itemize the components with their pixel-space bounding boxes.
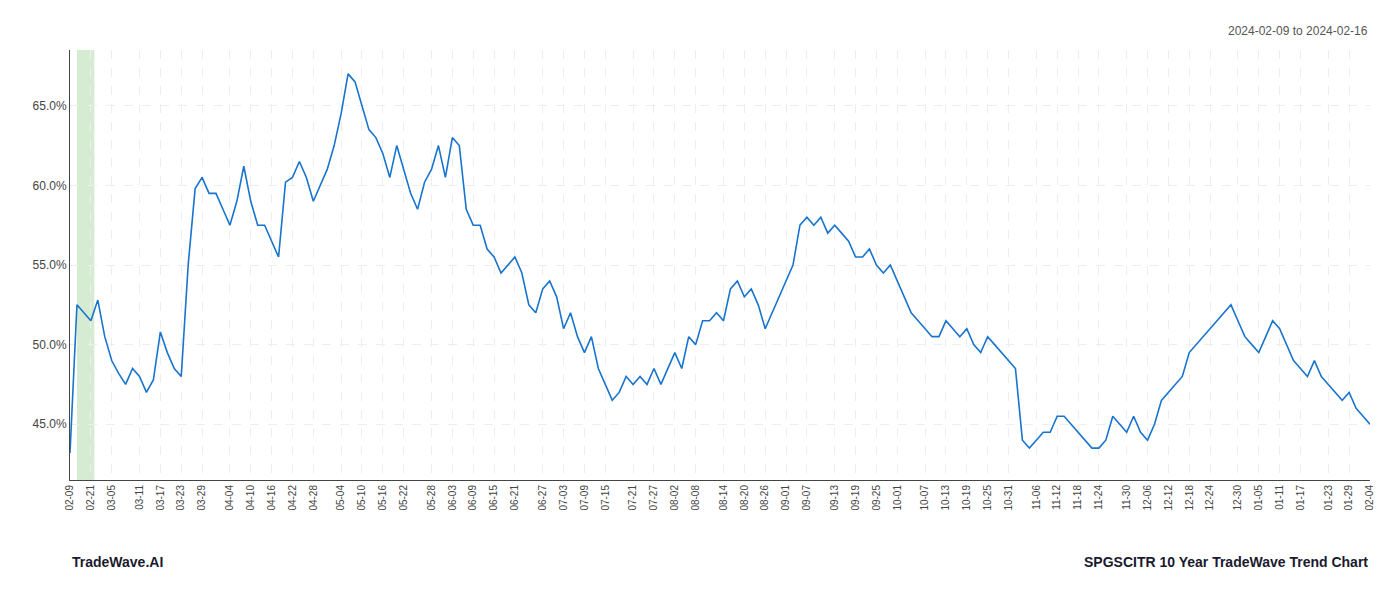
svg-text:01-17: 01-17: [1295, 485, 1306, 511]
svg-text:02-09: 02-09: [64, 485, 75, 511]
svg-text:09-19: 09-19: [850, 485, 861, 511]
svg-text:45.0%: 45.0%: [33, 417, 67, 431]
svg-text:11-24: 11-24: [1093, 485, 1104, 510]
svg-text:SPGSCITR 10 Year TradeWave Tre: SPGSCITR 10 Year TradeWave Trend Chart: [1084, 554, 1368, 570]
svg-text:04-04: 04-04: [224, 485, 235, 511]
svg-text:07-09: 07-09: [579, 485, 590, 511]
svg-text:09-07: 09-07: [801, 485, 812, 511]
svg-text:04-22: 04-22: [287, 485, 298, 511]
svg-text:02-04: 02-04: [1364, 485, 1375, 511]
svg-text:12-12: 12-12: [1163, 485, 1174, 511]
svg-text:10-13: 10-13: [940, 485, 951, 511]
svg-text:04-28: 04-28: [308, 485, 319, 511]
svg-text:06-27: 06-27: [537, 485, 548, 511]
svg-text:2024-02-09 to 2024-02-16: 2024-02-09 to 2024-02-16: [1228, 24, 1368, 38]
svg-text:09-25: 09-25: [871, 485, 882, 511]
svg-text:07-15: 07-15: [600, 485, 611, 511]
svg-text:12-30: 12-30: [1232, 485, 1243, 511]
svg-text:09-01: 09-01: [780, 485, 791, 511]
svg-text:12-06: 12-06: [1142, 485, 1153, 511]
svg-text:12-18: 12-18: [1184, 485, 1195, 511]
svg-text:06-21: 06-21: [509, 485, 520, 511]
svg-text:03-23: 03-23: [175, 485, 186, 511]
svg-text:06-15: 06-15: [488, 485, 499, 511]
svg-text:05-10: 05-10: [356, 485, 367, 511]
svg-text:03-11: 03-11: [134, 485, 145, 510]
svg-text:07-21: 07-21: [627, 485, 638, 511]
svg-text:55.0%: 55.0%: [33, 258, 67, 272]
svg-text:60.0%: 60.0%: [33, 179, 67, 193]
svg-text:10-07: 10-07: [919, 485, 930, 511]
svg-text:01-23: 01-23: [1323, 485, 1334, 511]
svg-text:08-14: 08-14: [718, 485, 729, 511]
svg-text:07-03: 07-03: [558, 485, 569, 511]
svg-text:09-13: 09-13: [829, 485, 840, 511]
svg-text:08-02: 08-02: [669, 485, 680, 511]
svg-text:08-26: 08-26: [759, 485, 770, 511]
svg-text:11-30: 11-30: [1121, 485, 1132, 510]
svg-text:08-08: 08-08: [690, 485, 701, 511]
svg-text:07-27: 07-27: [648, 485, 659, 511]
svg-text:04-10: 04-10: [245, 485, 256, 511]
svg-text:01-05: 01-05: [1253, 485, 1264, 511]
svg-text:11-18: 11-18: [1072, 485, 1083, 510]
svg-text:11-12: 11-12: [1051, 485, 1062, 510]
svg-text:08-20: 08-20: [739, 485, 750, 511]
svg-text:01-29: 01-29: [1343, 485, 1354, 511]
svg-text:11-06: 11-06: [1031, 485, 1042, 510]
svg-text:05-04: 05-04: [335, 485, 346, 511]
svg-text:TradeWave.AI: TradeWave.AI: [72, 554, 163, 570]
svg-text:03-05: 03-05: [106, 485, 117, 511]
svg-text:10-25: 10-25: [982, 485, 993, 511]
svg-text:05-28: 05-28: [426, 485, 437, 511]
svg-text:01-11: 01-11: [1274, 485, 1285, 510]
svg-text:03-17: 03-17: [155, 485, 166, 511]
svg-text:10-01: 10-01: [892, 485, 903, 511]
svg-text:04-16: 04-16: [266, 485, 277, 511]
svg-text:06-09: 06-09: [467, 485, 478, 511]
svg-text:10-19: 10-19: [961, 485, 972, 511]
svg-text:65.0%: 65.0%: [33, 99, 67, 113]
svg-text:03-29: 03-29: [196, 485, 207, 511]
svg-text:06-03: 06-03: [447, 485, 458, 511]
svg-text:05-16: 05-16: [377, 485, 388, 511]
svg-text:10-31: 10-31: [1003, 485, 1014, 511]
svg-text:12-24: 12-24: [1204, 485, 1215, 511]
svg-text:05-22: 05-22: [398, 485, 409, 511]
svg-text:02-21: 02-21: [85, 485, 96, 511]
svg-text:50.0%: 50.0%: [33, 338, 67, 352]
